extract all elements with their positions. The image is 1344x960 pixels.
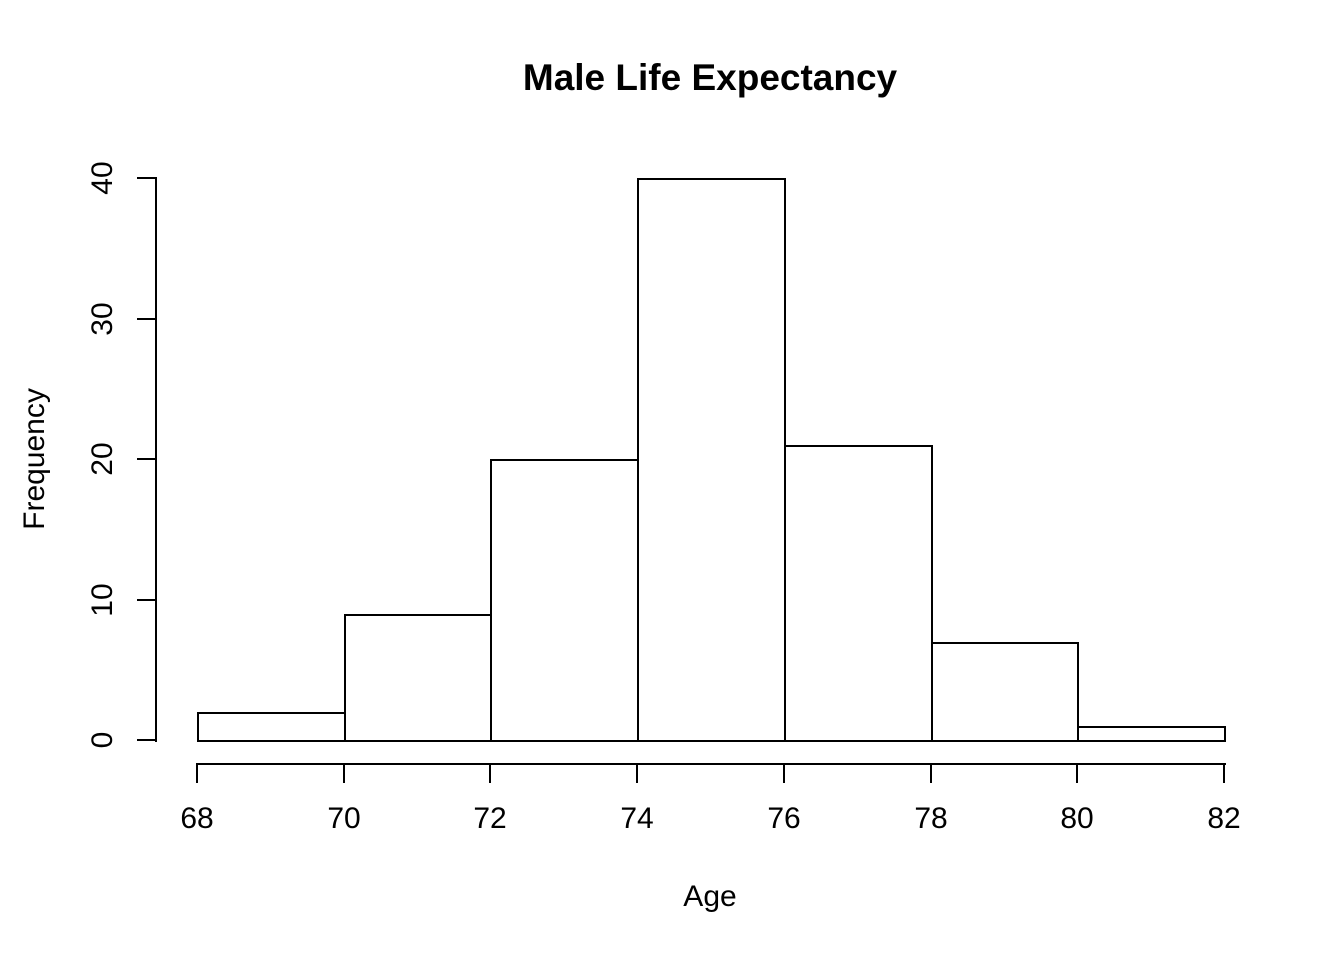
x-tick — [930, 763, 932, 783]
x-tick-label: 80 — [1060, 802, 1094, 835]
x-tick — [1223, 763, 1225, 783]
x-tick-label: 76 — [767, 802, 801, 835]
y-tick — [137, 739, 157, 741]
x-tick — [1076, 763, 1078, 783]
y-tick-label: 10 — [86, 583, 119, 617]
x-tick — [343, 763, 345, 783]
chart-title: Male Life Expectancy — [522, 57, 898, 98]
x-tick — [489, 763, 491, 783]
x-tick-label: 72 — [473, 802, 507, 835]
x-tick — [636, 763, 638, 783]
x-tick-label: 68 — [180, 802, 214, 835]
x-tick-label: 70 — [327, 802, 361, 835]
histogram-bar — [490, 459, 639, 742]
y-axis-label: Frequency — [18, 388, 51, 530]
histogram-bar — [637, 178, 786, 742]
y-tick — [137, 599, 157, 601]
x-tick-label: 78 — [914, 802, 948, 835]
x-tick-label: 82 — [1207, 802, 1241, 835]
y-tick-label: 0 — [86, 731, 119, 749]
histogram-bar — [344, 614, 492, 742]
histogram-bar — [197, 712, 346, 742]
x-axis-label: Age — [683, 880, 737, 913]
y-tick-label: 20 — [86, 442, 119, 476]
histogram-bar — [931, 642, 1079, 742]
x-axis-line — [196, 763, 1226, 765]
x-tick-label: 74 — [620, 802, 654, 835]
y-tick — [137, 177, 157, 179]
y-tick — [137, 318, 157, 320]
x-tick — [783, 763, 785, 783]
y-tick — [137, 458, 157, 460]
y-tick-label: 40 — [86, 161, 119, 195]
histogram-bar — [784, 445, 933, 742]
histogram-bar — [1077, 726, 1226, 742]
x-tick — [196, 763, 198, 783]
y-tick-label: 30 — [86, 302, 119, 336]
